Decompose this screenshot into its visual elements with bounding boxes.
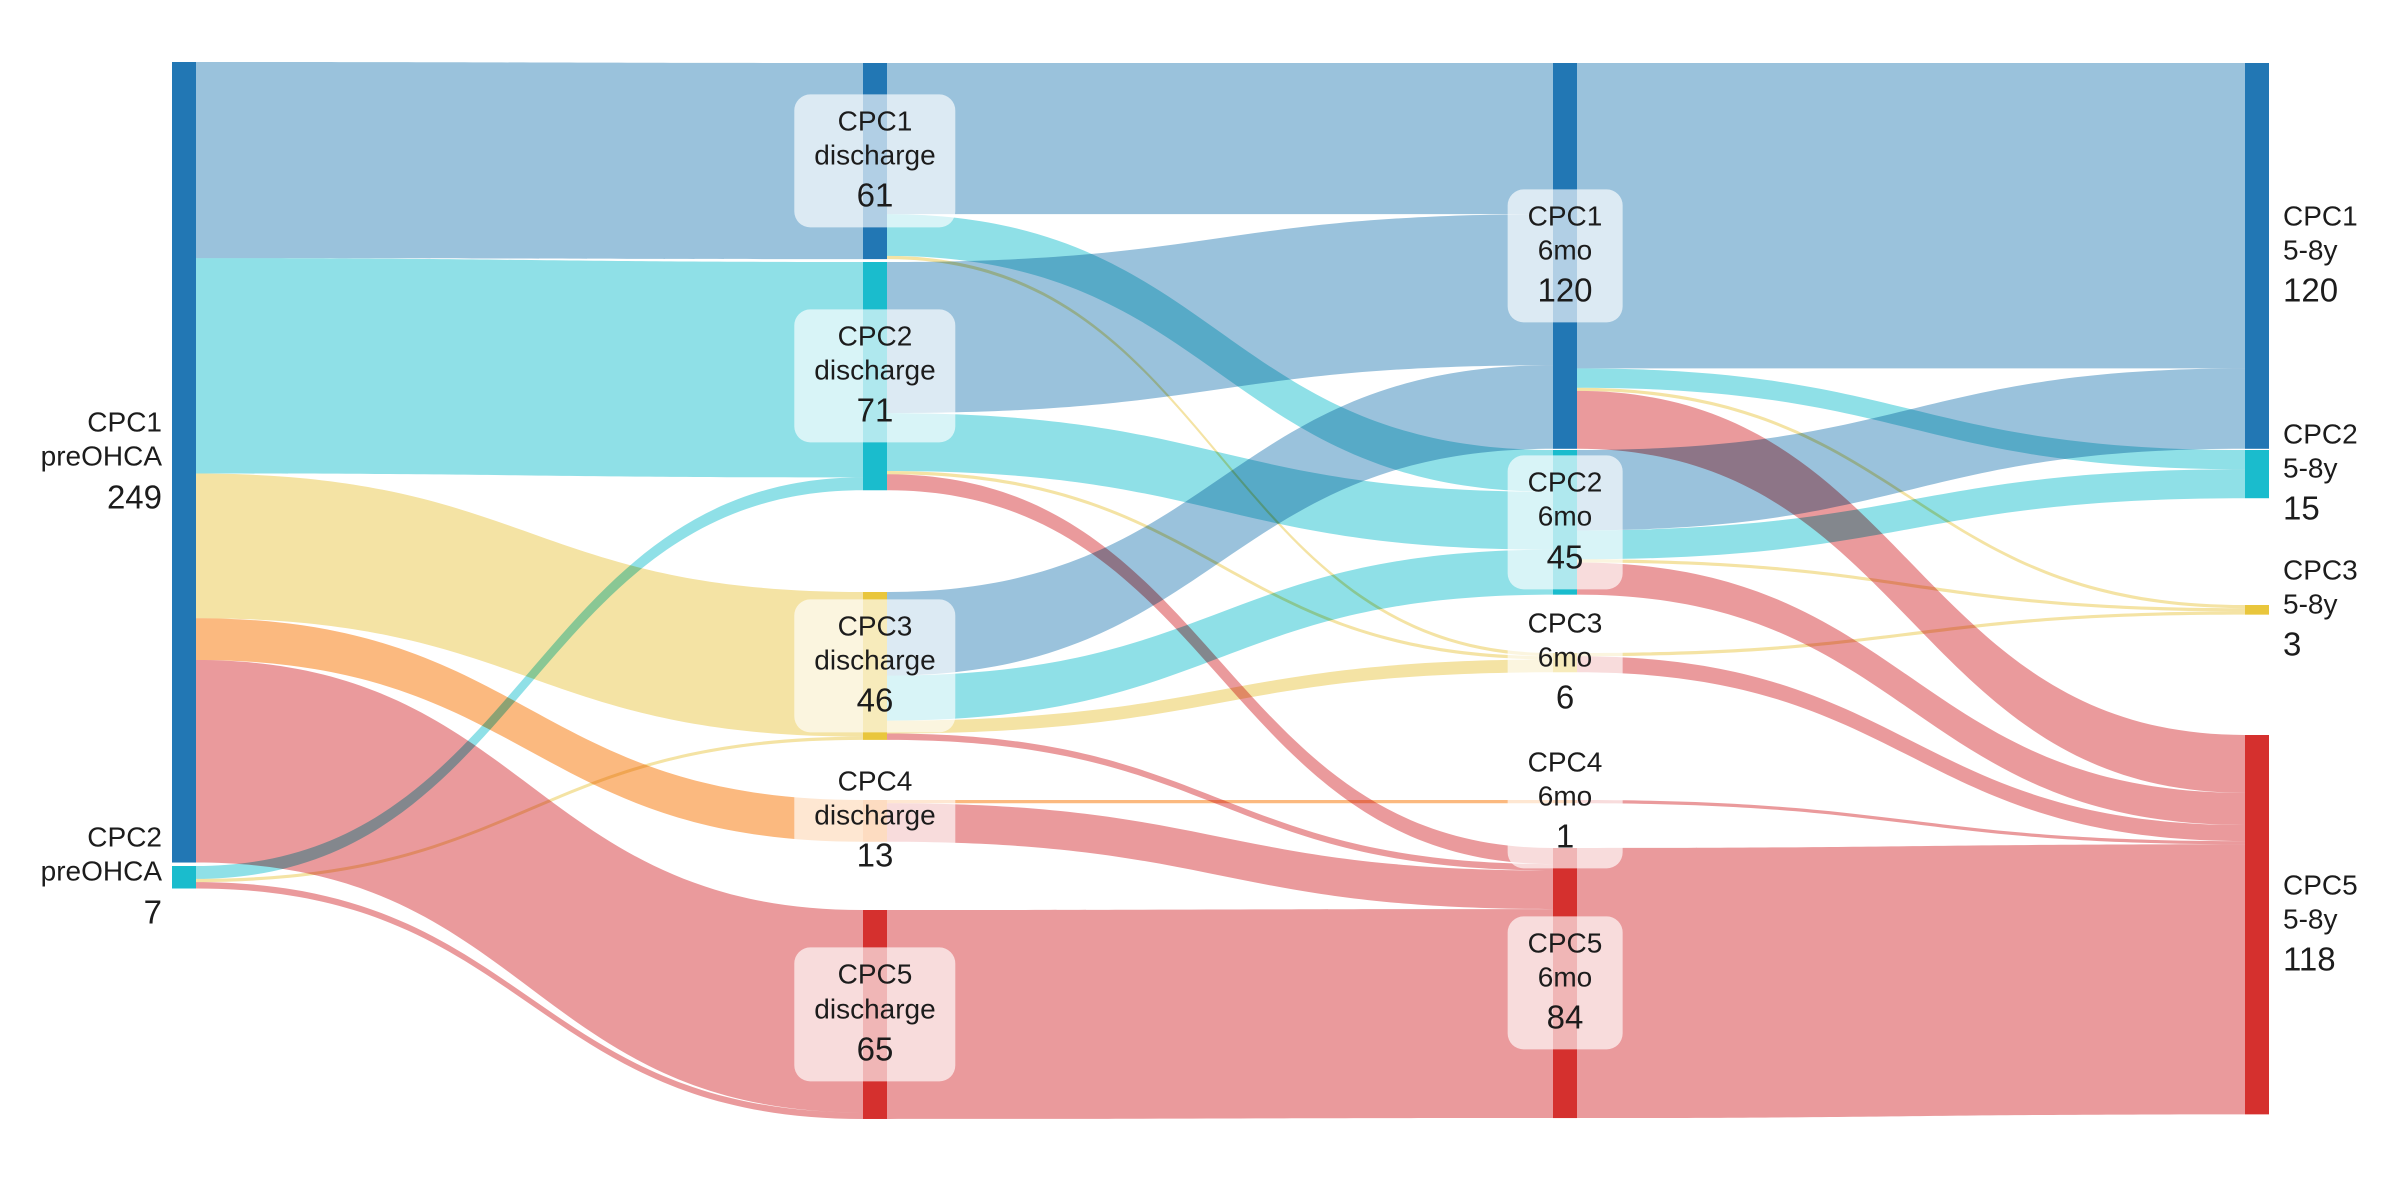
node-cpc3-6[interactable] — [1553, 653, 1577, 673]
node-cpc1-y[interactable] — [2245, 63, 2269, 449]
flow-cpc4-d-to-cpc5-6[interactable] — [887, 803, 1553, 910]
flow-cpc2-d-to-cpc1-6[interactable] — [887, 214, 1553, 414]
flow-cpc1-6-to-cpc3-y[interactable] — [1577, 387, 2245, 609]
node-cpc4-d[interactable] — [863, 800, 887, 842]
flow-cpc1-pre-to-cpc3-d[interactable] — [196, 473, 863, 737]
node-cpc4-6[interactable] — [1553, 800, 1577, 804]
node-cpc3-d[interactable] — [863, 592, 887, 740]
node-cpc1-d[interactable] — [863, 63, 887, 260]
flow-cpc2-6-to-cpc5-y[interactable] — [1577, 562, 2245, 826]
flow-cpc3-6-to-cpc5-y[interactable] — [1577, 656, 2245, 842]
flow-cpc1-pre-to-cpc1-d[interactable] — [196, 62, 863, 260]
flow-cpc1-6-to-cpc1-y[interactable] — [1577, 63, 2245, 369]
flow-cpc1-pre-to-cpc4-d[interactable] — [196, 618, 863, 842]
node-cpc2-y[interactable] — [2245, 450, 2269, 499]
flow-cpc1-6-to-cpc5-y[interactable] — [1577, 390, 2245, 793]
flow-cpc2-pre-to-cpc5-d[interactable] — [196, 882, 863, 1119]
flow-cpc5-6-to-cpc5-y[interactable] — [1577, 844, 2245, 1119]
flow-cpc5-d-to-cpc5-6[interactable] — [887, 909, 1553, 1119]
flow-cpc2-d-to-cpc3-6[interactable] — [887, 470, 1553, 660]
flow-cpc3-d-to-cpc3-6[interactable] — [887, 659, 1553, 734]
node-cpc5-6[interactable] — [1553, 848, 1577, 1119]
flow-cpc3-d-to-cpc1-6[interactable] — [887, 365, 1553, 676]
flow-cpc3-d-to-cpc2-6[interactable] — [887, 549, 1553, 721]
flow-cpc1-pre-to-cpc2-d[interactable] — [196, 258, 863, 478]
flow-cpc2-6-to-cpc3-y[interactable] — [1577, 559, 2245, 612]
node-cpc1-pre[interactable] — [172, 62, 196, 863]
flow-ribbons — [196, 62, 2245, 1119]
flow-cpc2-pre-to-cpc3-d[interactable] — [196, 736, 863, 883]
flow-cpc2-6-to-cpc2-y[interactable] — [1577, 469, 2245, 560]
node-cpc5-y[interactable] — [2245, 735, 2269, 1115]
node-cpc2-6[interactable] — [1553, 450, 1577, 595]
flow-cpc1-d-to-cpc1-6[interactable] — [887, 63, 1553, 215]
node-cpc2-pre[interactable] — [172, 866, 196, 889]
flow-cpc2-6-to-cpc1-y[interactable] — [1577, 368, 2245, 531]
flow-cpc4-6-to-cpc5-y[interactable] — [1577, 800, 2245, 845]
node-cpc3-y[interactable] — [2245, 605, 2269, 615]
flow-cpc1-pre-to-cpc5-d[interactable] — [196, 659, 863, 1113]
node-cpc5-d[interactable] — [863, 910, 887, 1119]
node-cpc1-6[interactable] — [1553, 63, 1577, 449]
flow-cpc2-d-to-cpc5-6[interactable] — [887, 474, 1553, 865]
node-cpc2-d[interactable] — [863, 262, 887, 491]
flow-cpc4-d-to-cpc4-6[interactable] — [887, 800, 1553, 804]
flow-cpc3-6-to-cpc3-y[interactable] — [1577, 611, 2245, 657]
flow-cpc2-pre-to-cpc2-d[interactable] — [196, 477, 863, 879]
